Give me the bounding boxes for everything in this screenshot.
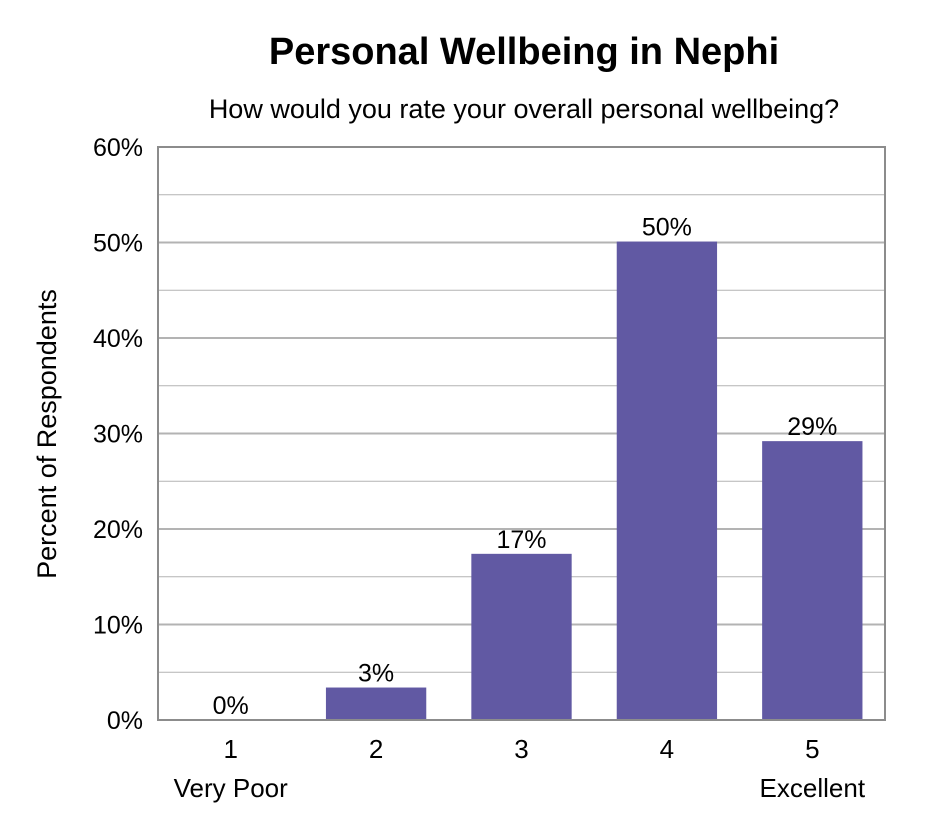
x-tick-label-4: 4 <box>660 734 674 764</box>
bar-2 <box>325 687 427 720</box>
plot-area-frame <box>157 146 886 721</box>
gridlines <box>158 194 885 673</box>
y-tick-label: 30% <box>93 421 143 449</box>
y-axis-title: Percent of Respondents <box>32 289 62 579</box>
x-tick-label-1: 1 <box>223 734 237 764</box>
data-label-5: 29% <box>787 413 837 441</box>
x-tick-label-5: 5 <box>805 734 819 764</box>
chart-subtitle: How would you rate your overall personal… <box>209 94 839 124</box>
data-label-1: 0% <box>213 692 249 720</box>
x-tick-label-3: 3 <box>514 734 528 764</box>
y-tick-label: 60% <box>93 134 143 162</box>
bars <box>325 241 863 721</box>
bar-5 <box>762 441 863 720</box>
bar-3 <box>471 553 572 720</box>
x-tick-sublabel-5: Excellent <box>760 773 866 803</box>
y-axis-ticks: 0% 10% 20% 30% 40% 50% 60% <box>93 134 143 735</box>
y-tick-label: 0% <box>107 707 143 735</box>
x-tick-sublabel-1: Very Poor <box>174 773 289 803</box>
data-label-4: 50% <box>642 214 692 242</box>
data-label-2: 3% <box>358 660 394 688</box>
x-tick-label-2: 2 <box>369 734 383 764</box>
x-axis-ticks: 1 Very Poor 2 3 4 5 Excellent <box>174 734 866 803</box>
data-label-3: 17% <box>496 526 546 554</box>
y-tick-label: 10% <box>93 612 143 640</box>
data-labels: 0% 3% 17% 50% 29% <box>213 214 838 720</box>
y-tick-label: 20% <box>93 516 143 544</box>
y-tick-label: 40% <box>93 325 143 353</box>
chart-title: Personal Wellbeing in Nephi <box>269 31 779 73</box>
bar-4 <box>616 241 718 721</box>
y-tick-label: 50% <box>93 230 143 258</box>
